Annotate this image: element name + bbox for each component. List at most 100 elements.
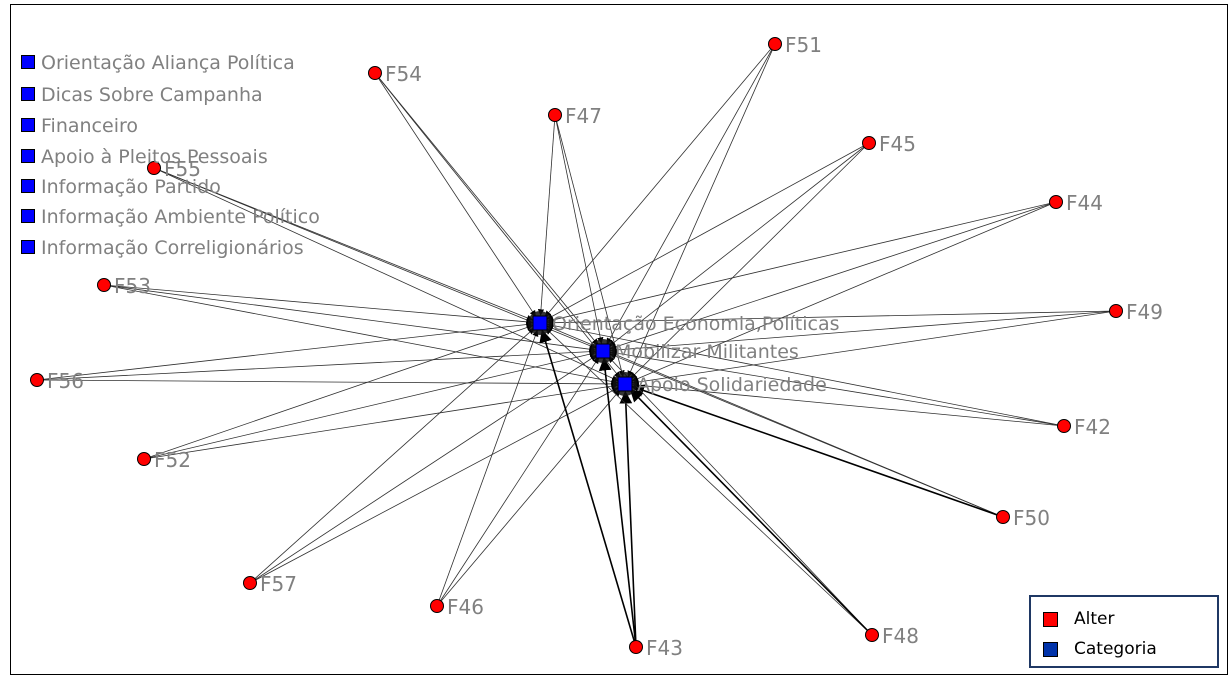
legend-categoria-label: Categoria [1074,639,1157,659]
edge-f44-h1 [547,201,1057,323]
edge-f43-h1 [539,329,637,648]
alter-node-f46[interactable] [430,599,444,613]
edge-f49-h1 [547,310,1117,326]
edge-f45-h1 [546,142,870,320]
alter-node-f55[interactable] [147,161,161,175]
category-node-h2[interactable] [595,343,611,359]
edge-f47-h3 [554,114,625,377]
alter-label-f48: F48 [882,624,919,648]
category-node-c1[interactable] [21,55,35,69]
category-node-c7[interactable] [21,240,35,254]
category-node-c4[interactable] [21,149,35,163]
alter-node-f49[interactable] [1109,304,1123,318]
edge-f48-h2 [608,356,873,636]
edges-layer [36,43,1117,648]
legend: Alter Categoria [1029,595,1219,668]
alter-label-f55: F55 [164,157,201,181]
diagram-frame [10,4,1228,675]
alter-node-f44[interactable] [1049,195,1063,209]
edge-f52-h1 [143,324,534,460]
alter-node-f42[interactable] [1057,419,1071,433]
edge-f57-h1 [249,327,535,584]
edge-f42-h2 [610,350,1065,427]
edge-f56-h2 [36,348,596,381]
alter-node-f56[interactable] [30,373,44,387]
alter-node-f50[interactable] [996,510,1010,524]
edge-f49-h3 [632,310,1117,386]
edge-f49-h2 [610,310,1117,354]
alter-label-f54: F54 [385,62,422,86]
category-label-h1: Orientação Economia,Políticas [552,313,840,335]
edge-f51-h3 [627,43,776,378]
edge-f50-h3 [631,384,1004,518]
alter-node-f47[interactable] [548,108,562,122]
edge-f45-h2 [608,142,870,347]
legend-row-categoria: Categoria [1043,639,1157,659]
edge-f47-h1 [537,114,556,316]
alter-label-f51: F51 [785,33,822,57]
edge-f53-h1 [103,284,533,325]
category-node-h1[interactable] [532,315,548,331]
edge-f53-h3 [103,284,618,385]
alter-node-f53[interactable] [97,278,111,292]
edge-f47-h2 [554,114,604,344]
edge-f43-h2 [598,357,637,648]
category-label-c1: Orientação Aliança Política [41,52,295,74]
alter-label-f43: F43 [646,636,683,660]
category-node-c6[interactable] [21,209,35,223]
edge-f55-h2 [153,167,597,349]
category-label-c3: Financeiro [41,115,138,137]
category-node-h3[interactable] [617,376,633,392]
edge-f57-h3 [249,387,619,584]
category-label-c7: Informação Correligionários [41,237,304,259]
edge-f44-h3 [631,201,1057,382]
edge-f52-h3 [143,382,618,460]
alter-label-f57: F57 [260,572,297,596]
categoria-swatch [1043,641,1058,657]
nodes-layer [21,37,1123,654]
edge-f46-h1 [436,329,539,607]
edge-f43-h3 [619,390,637,648]
alter-label-f47: F47 [565,104,602,128]
edge-f50-h2 [609,353,1004,518]
alter-swatch [1043,611,1058,627]
alter-label-f52: F52 [154,448,191,472]
edge-f57-h2 [249,355,597,584]
edge-f44-h2 [609,201,1057,350]
legend-alter-label: Alter [1074,609,1115,629]
edge-f51-h2 [606,43,776,345]
alter-label-f50: F50 [1013,506,1050,530]
edge-f46-h3 [436,389,621,607]
category-label-h2: Mobilizar Militantes [615,341,799,363]
alter-node-f45[interactable] [862,136,876,150]
labels-layer: F51 F54 F47 F45 F55 F44 F53 F49 F56 F42 F52 F50 F57 F… [41,33,1163,660]
edge-f45-h3 [630,142,870,379]
edge-f42-h1 [547,322,1065,427]
alter-node-f43[interactable] [629,640,643,654]
edge-f48-h1 [545,328,873,636]
category-label-h3: Apoio Solidariedade [637,374,827,396]
category-label-c5: Informação Partido [41,176,221,198]
edge-f54-h3 [374,72,621,379]
alter-node-f51[interactable] [768,37,782,51]
category-node-c3[interactable] [21,118,35,132]
alter-node-f48[interactable] [865,628,879,642]
category-label-c4: Apoio à Pleitos Pessoais [41,146,268,168]
alter-label-f49: F49 [1126,300,1163,324]
alter-node-f52[interactable] [137,452,151,466]
category-node-c2[interactable] [21,87,35,101]
edge-f56-h1 [36,321,533,381]
edge-f55-h3 [153,167,619,382]
category-node-c5[interactable] [21,179,35,193]
alter-label-f44: F44 [1066,191,1103,215]
legend-row-alter: Alter [1043,609,1114,629]
edge-f54-h1 [374,72,536,317]
alter-label-f42: F42 [1074,415,1111,439]
edge-f51-h1 [544,43,776,318]
alter-node-f54[interactable] [368,66,382,80]
edge-f53-h2 [103,284,596,353]
alter-label-f45: F45 [879,132,916,156]
alter-node-f57[interactable] [243,576,257,590]
alter-label-f46: F46 [447,595,484,619]
